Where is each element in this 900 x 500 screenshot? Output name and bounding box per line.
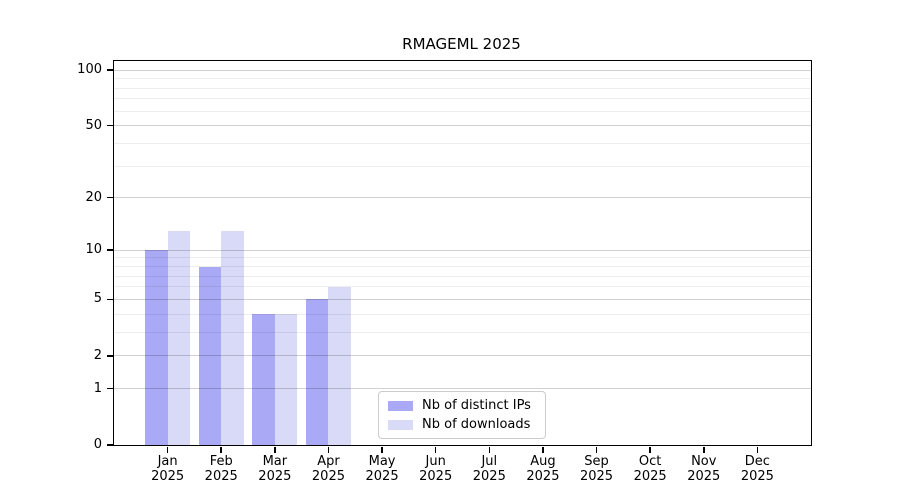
gridline-minor [114,78,811,80]
gridline-major [114,125,811,127]
y-tick-mark [106,355,113,357]
legend-swatch-distinct-ips [388,401,413,411]
plot-area: 0 1 2 5 10 20 50 100 Jan 2025 Feb 2025 Mar 2025 Ap… [77,60,812,484]
bar-distinct-ips [252,314,275,445]
gridline-minor [114,98,811,100]
x-tick-mark [649,446,651,453]
gridline-minor [114,257,811,259]
x-tick-mark [595,446,598,453]
y-axis-label: 10 [85,242,102,258]
gridline-major [114,197,811,199]
y-axis-label: 100 [77,62,102,78]
x-tick-mark [166,446,169,453]
gridline-major [114,249,811,251]
legend-row-downloads: Nb of downloads [388,418,536,432]
x-tick-mark [220,446,222,453]
x-axis-label: Nov 2025 [687,454,721,484]
legend-swatch-downloads [388,420,413,430]
x-tick-mark [434,446,437,453]
bar-downloads [328,286,351,445]
y-tick-mark [106,249,113,251]
y-tick-mark [106,444,113,446]
x-tick-mark [542,446,544,453]
bar-downloads [274,314,298,445]
x-tick-mark [488,446,491,453]
y-tick-mark [106,124,113,127]
x-axis-label: Dec 2025 [740,454,774,484]
y-tick-mark [106,196,113,199]
x-tick-mark [703,446,705,453]
bar-distinct-ips [305,299,329,445]
legend-label-distinct-ips: Nb of distinct IPs [422,398,531,413]
x-axis-label: Jun 2025 [419,454,453,484]
y-tick-mark [106,387,113,390]
x-axis-label: Jul 2025 [472,454,506,484]
x-axis-label: Oct 2025 [633,454,667,484]
y-axis-label: 1 [93,380,102,396]
gridline-minor [114,142,811,144]
x-axis-label: Aug 2025 [526,454,560,484]
bar-distinct-ips [145,250,168,445]
x-axis-label: Apr 2025 [311,454,345,484]
legend: Nb of distinct IPs Nb of downloads [378,391,546,439]
x-axis-label: Mar 2025 [258,454,292,484]
y-axis-label: 2 [93,347,102,363]
y-tick-mark [106,69,113,71]
x-tick-mark [274,446,276,453]
y-tick-mark [106,298,113,301]
legend-label-downloads: Nb of downloads [422,417,531,432]
x-tick-mark [327,446,330,453]
x-tick-mark [756,446,759,453]
x-axis-label: Feb 2025 [204,454,238,484]
y-axis-label: 50 [85,117,102,133]
bar-downloads [167,230,191,445]
gridline-minor [114,110,811,112]
x-tick-mark [381,446,383,453]
y-axis-label: 20 [85,189,102,205]
bar-distinct-ips [198,266,222,445]
y-axis-label: 5 [93,291,102,307]
legend-row-distinct-ips: Nb of distinct IPs [388,399,536,413]
gridline-minor [114,87,811,89]
x-axis-label: Sep 2025 [579,454,614,484]
gridline-minor [114,165,811,167]
y-axis-label: 0 [93,437,102,452]
bar-downloads [221,230,244,445]
gridline-major [114,69,811,71]
x-axis-label: Jan 2025 [151,454,185,484]
x-axis-label: May 2025 [365,454,399,484]
chart-title: RMAGEML 2025 [402,35,521,53]
